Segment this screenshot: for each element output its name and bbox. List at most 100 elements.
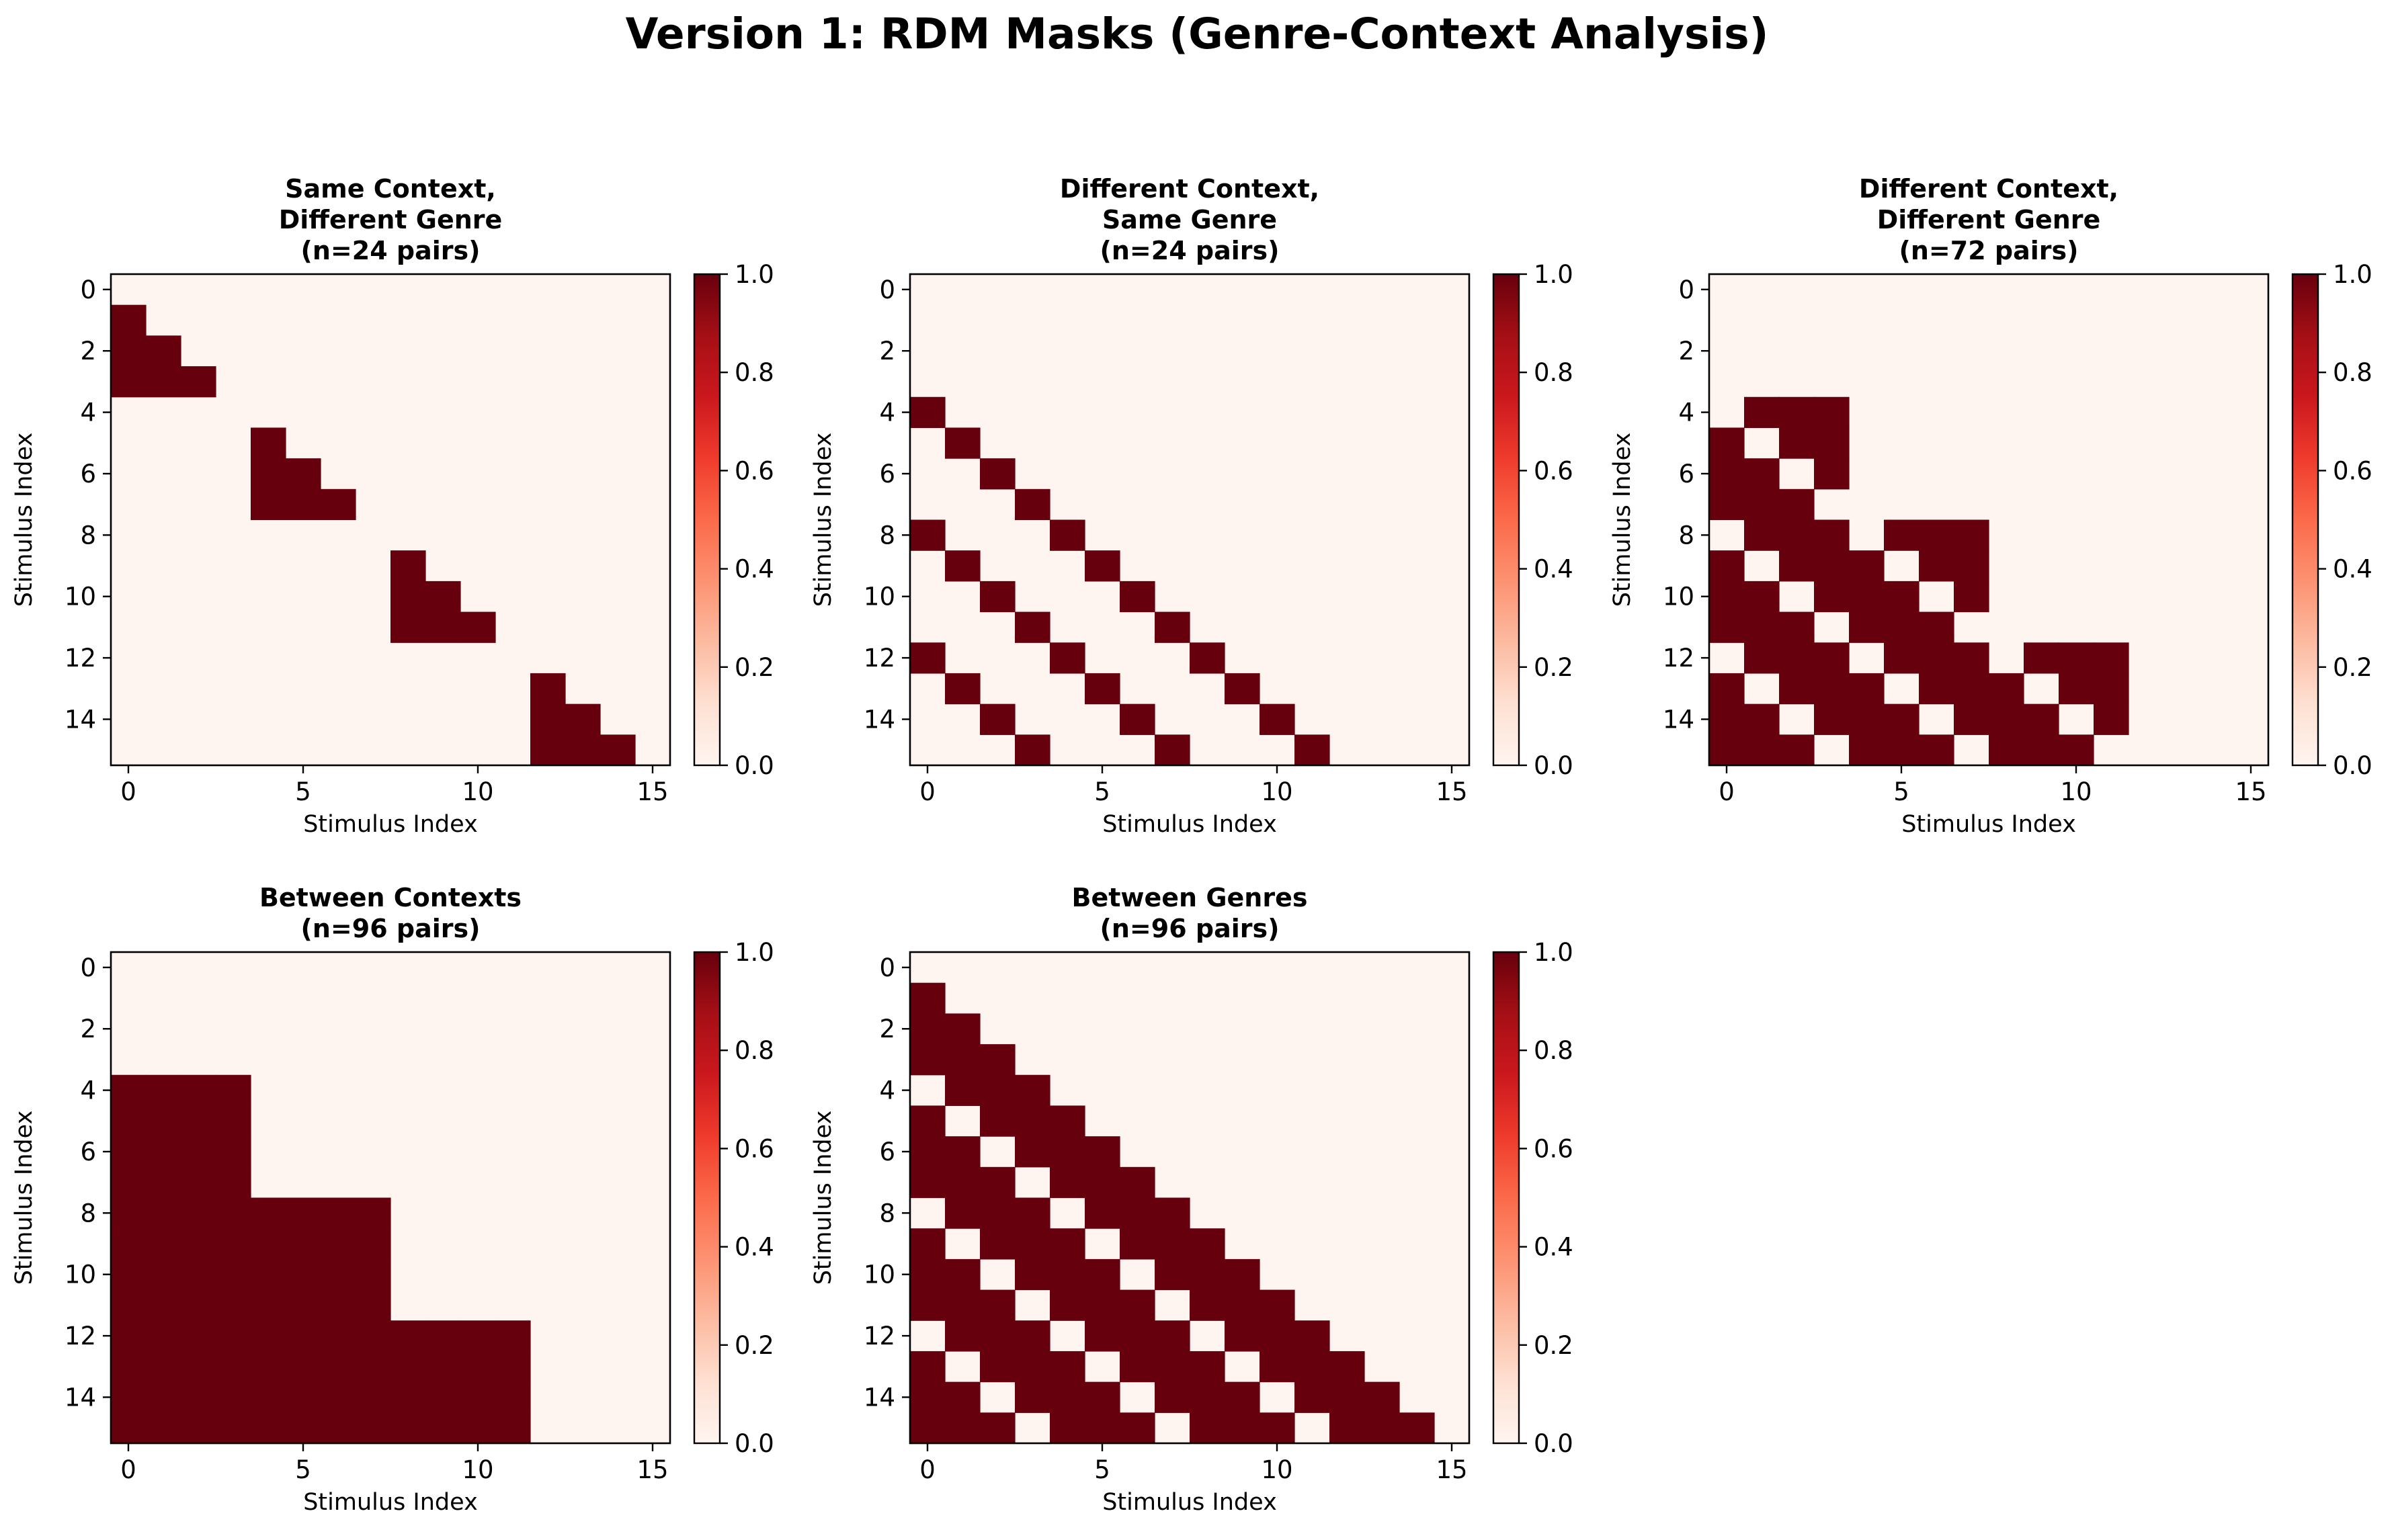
colorbar-tick-label: 0.4 bbox=[2333, 555, 2372, 584]
heatmap-cell bbox=[1849, 611, 1885, 643]
y-tick-label: 4 bbox=[80, 398, 96, 427]
panel-title-line: Same Context, bbox=[285, 174, 496, 204]
x-tick-label: 0 bbox=[1719, 777, 1735, 806]
y-tick-label: 14 bbox=[65, 1383, 96, 1412]
y-axis-label: Stimulus Index bbox=[810, 1111, 837, 1285]
panel-title-line: Between Contexts bbox=[259, 883, 522, 912]
panel-title-line: Different Context, bbox=[1859, 174, 2118, 204]
heatmap-cell bbox=[1709, 488, 1745, 521]
heatmap-cell bbox=[1155, 1320, 1190, 1352]
heatmap-cell bbox=[216, 1351, 251, 1383]
heatmap-cell bbox=[111, 304, 147, 336]
x-tick-label: 0 bbox=[919, 1455, 936, 1484]
axes-frame bbox=[909, 273, 1471, 767]
heatmap-cell bbox=[425, 1412, 461, 1444]
x-tick-label: 15 bbox=[636, 777, 668, 806]
heatmap-cell bbox=[1015, 488, 1050, 521]
x-axis-label: Stimulus Index bbox=[1901, 811, 2076, 838]
heatmap-cell bbox=[390, 581, 426, 613]
colorbar-tick-label: 0.4 bbox=[735, 1233, 774, 1262]
heatmap-cell bbox=[910, 982, 946, 1014]
heatmap-cell bbox=[356, 1197, 391, 1229]
heatmap-cell bbox=[1814, 673, 1850, 705]
heatmap-cell bbox=[1744, 734, 1780, 766]
heatmap-cell bbox=[146, 366, 181, 398]
heatmap-cell bbox=[910, 1412, 946, 1444]
heatmap-cell bbox=[321, 1289, 356, 1321]
heatmap-cell bbox=[1884, 642, 1920, 674]
x-tick-label: 5 bbox=[295, 777, 311, 806]
heatmap-cell bbox=[181, 1258, 216, 1291]
heatmap-cell bbox=[945, 1258, 981, 1291]
heatmap-cell bbox=[460, 1381, 496, 1413]
heatmap-cell bbox=[251, 1258, 286, 1291]
heatmap-cell bbox=[251, 427, 286, 459]
heatmap-cell bbox=[1779, 427, 1815, 459]
colorbar-tick-label: 0.0 bbox=[1534, 751, 1573, 780]
heatmap-cell bbox=[1954, 581, 1989, 613]
heatmap-cell bbox=[390, 1412, 426, 1444]
heatmap-cell bbox=[460, 611, 496, 643]
heatmap-cell bbox=[1050, 1412, 1085, 1444]
heatmap-cell bbox=[530, 703, 566, 735]
y-tick-label: 6 bbox=[80, 460, 96, 488]
heatmap-cell bbox=[321, 1320, 356, 1352]
axes-frame bbox=[110, 273, 671, 767]
heatmap-cell bbox=[1085, 1136, 1120, 1168]
heatmap-cell bbox=[1709, 581, 1745, 613]
heatmap-cell bbox=[495, 1381, 531, 1413]
heatmap-cell bbox=[460, 1412, 496, 1444]
x-axis-label: Stimulus Index bbox=[303, 1489, 478, 1516]
heatmap-cell bbox=[1814, 550, 1850, 582]
heatmap-cell bbox=[2094, 673, 2129, 705]
heatmap-cell bbox=[495, 1412, 531, 1444]
heatmap-cell bbox=[980, 1228, 1016, 1260]
heatmap-cell bbox=[1364, 1381, 1400, 1413]
heatmap-cell bbox=[1120, 1228, 1155, 1260]
x-tick-label: 0 bbox=[120, 777, 136, 806]
heatmap-cell bbox=[1744, 611, 1780, 643]
heatmap-cell bbox=[910, 642, 946, 674]
heatmap-cell bbox=[910, 1289, 946, 1321]
heatmap-cell bbox=[2094, 703, 2129, 735]
colorbar-tick-label: 1.0 bbox=[1534, 260, 1573, 289]
heatmap-cell bbox=[425, 581, 461, 613]
x-axis-label: Stimulus Index bbox=[1102, 811, 1277, 838]
heatmap-cell bbox=[945, 1136, 981, 1168]
heatmap-cell bbox=[425, 1351, 461, 1383]
heatmap-cell bbox=[1294, 734, 1330, 766]
heatmap-cell bbox=[146, 1166, 181, 1199]
heatmap-cell bbox=[1190, 1381, 1225, 1413]
y-axis-label: Stimulus Index bbox=[1609, 433, 1636, 607]
heatmap-cell bbox=[1744, 642, 1780, 674]
heatmap-cell bbox=[910, 1044, 946, 1076]
y-tick-label: 2 bbox=[879, 1015, 895, 1043]
heatmap-cell bbox=[1050, 1289, 1085, 1321]
heatmap-cell bbox=[181, 1197, 216, 1229]
heatmap-cell bbox=[251, 488, 286, 521]
heatmap-cell bbox=[1050, 1258, 1085, 1291]
y-tick-label: 0 bbox=[879, 953, 895, 982]
heatmap-cell bbox=[1919, 673, 1954, 705]
heatmap-cell bbox=[1225, 1412, 1260, 1444]
heatmap-cell bbox=[1015, 1351, 1050, 1383]
heatmap-cell bbox=[1954, 673, 1989, 705]
axes-frame bbox=[909, 951, 1471, 1445]
heatmap-cell bbox=[181, 1136, 216, 1168]
heatmap-cell bbox=[1190, 1351, 1225, 1383]
heatmap-cell bbox=[1085, 673, 1120, 705]
y-tick-label: 8 bbox=[80, 1199, 96, 1228]
heatmap-cell bbox=[1364, 1412, 1400, 1444]
heatmap-cell bbox=[216, 1074, 251, 1107]
heatmap-panel-1: 0 5 10 15 0 2 4 6 8 10 12 14 Stimulus Index Stimulus … bbox=[11, 174, 774, 838]
heatmap-cell bbox=[1744, 519, 1780, 551]
heatmap-cell bbox=[181, 1228, 216, 1260]
heatmap-cell bbox=[390, 550, 426, 582]
heatmap-cell bbox=[2059, 673, 2094, 705]
heatmap-cell bbox=[910, 1258, 946, 1291]
heatmap-cell bbox=[1120, 1351, 1155, 1383]
heatmap-cell bbox=[286, 458, 321, 490]
colorbar-tick-label: 0.6 bbox=[735, 456, 774, 485]
x-tick-label: 10 bbox=[462, 777, 493, 806]
